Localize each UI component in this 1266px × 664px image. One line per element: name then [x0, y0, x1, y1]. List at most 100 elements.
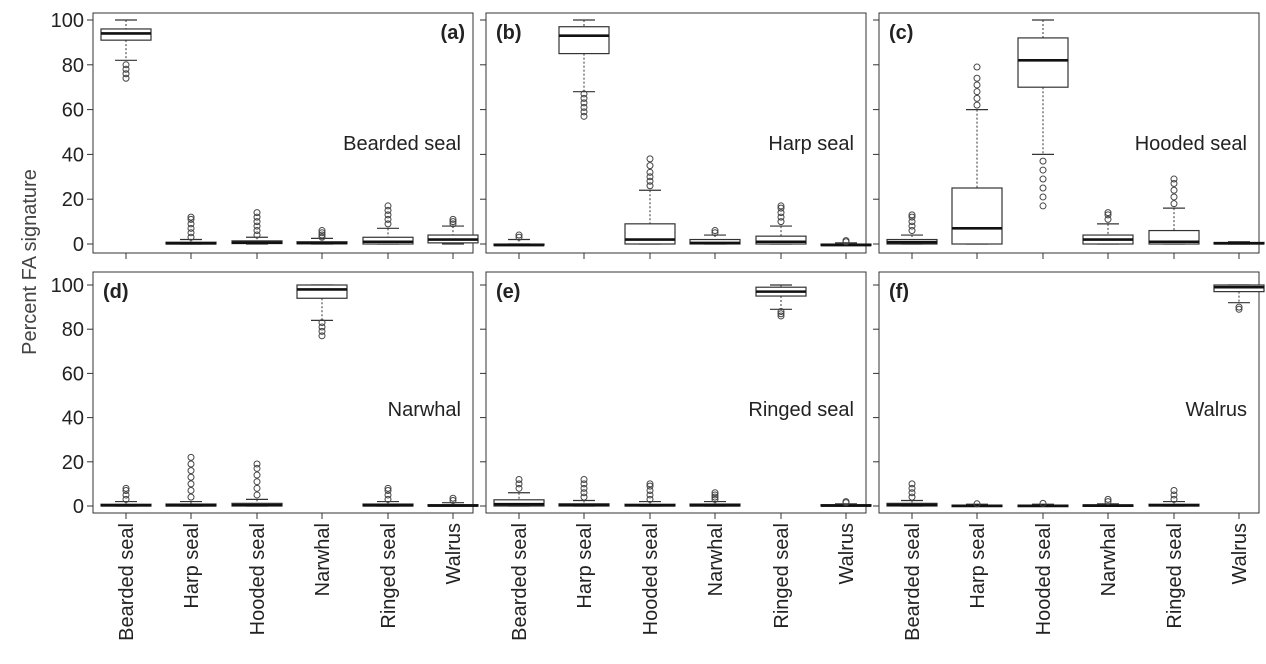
panel-c: (c) Hooded seal	[873, 12, 1265, 259]
box-narwhal	[689, 227, 741, 245]
outlier-point	[384, 491, 392, 499]
outlier-point	[646, 491, 654, 499]
panel-letter: (a)	[441, 22, 465, 44]
outlier-point	[318, 231, 326, 239]
outlier-point	[777, 310, 785, 318]
outlier-point	[973, 81, 981, 89]
box-harp-seal	[951, 63, 1003, 245]
box-walrus	[820, 498, 872, 507]
outlier-point	[1170, 193, 1178, 201]
outlier-point	[1104, 495, 1112, 503]
outlier-point	[908, 480, 916, 488]
iqr-box	[558, 26, 610, 55]
y-tick-label: 100	[51, 275, 84, 297]
outlier-point	[449, 215, 457, 223]
box-harp-seal	[558, 475, 610, 507]
outlier-point	[711, 495, 719, 503]
x-tick-label: Harp seal	[181, 523, 203, 609]
x-tick-label: Bearded seal	[902, 523, 924, 641]
outlier-point	[842, 237, 850, 245]
box-ringed-seal	[755, 284, 807, 320]
outlier-point	[1039, 499, 1047, 507]
box-narwhal	[1082, 495, 1134, 507]
panel-title: Bearded seal	[343, 133, 461, 155]
outlier-point	[384, 495, 392, 503]
outlier-point	[973, 94, 981, 102]
outlier-point	[384, 220, 392, 228]
outlier-point	[515, 233, 523, 241]
box-harp-seal	[165, 453, 217, 507]
y-tick-label: 20	[62, 452, 84, 474]
outlier-point	[646, 162, 654, 170]
outlier-point	[777, 209, 785, 217]
x-tick-label: Hooded seal	[1033, 523, 1055, 635]
panel-frame	[92, 271, 474, 514]
outlier-point	[777, 204, 785, 212]
outlier-point	[1039, 175, 1047, 183]
iqr-box	[1017, 37, 1069, 88]
outlier-point	[1170, 491, 1178, 499]
x-tick-label: Ringed seal	[771, 523, 793, 629]
panel-letter: (c)	[889, 22, 913, 44]
iqr-box	[296, 284, 348, 299]
outlier-point	[384, 484, 392, 492]
outlier-point	[777, 312, 785, 320]
outlier-point	[711, 491, 719, 499]
box-narwhal	[296, 284, 348, 340]
outlier-point	[1104, 209, 1112, 217]
outlier-point	[1170, 186, 1178, 194]
outlier-point	[253, 209, 261, 217]
box-hooded-seal	[1017, 499, 1069, 508]
outlier-point	[646, 480, 654, 488]
outlier-point	[1104, 498, 1112, 506]
panel-title: Harp seal	[768, 133, 854, 155]
x-tick-label: Walrus	[1229, 523, 1251, 584]
y-tick-label: 80	[62, 55, 84, 77]
outlier-point	[384, 202, 392, 210]
outlier-point	[908, 227, 916, 235]
y-tick-label: 40	[62, 408, 84, 430]
outlier-point	[908, 489, 916, 497]
outlier-point	[318, 319, 326, 327]
panel-letter: (b)	[496, 22, 522, 44]
y-tick-label: 20	[62, 189, 84, 211]
x-tick-label: Bearded seal	[116, 523, 138, 641]
outlier-point	[1039, 166, 1047, 174]
box-bearded-seal	[886, 480, 938, 507]
outlier-point	[646, 177, 654, 185]
outlier-point	[253, 471, 261, 479]
y-tick-label: 0	[73, 234, 84, 256]
outlier-point	[187, 467, 195, 475]
outlier-point	[253, 484, 261, 492]
box-bearded-seal	[886, 211, 938, 245]
outlier-point	[580, 112, 588, 120]
panel-title: Ringed seal	[748, 399, 854, 421]
outlier-point	[253, 491, 261, 499]
outlier-point	[318, 227, 326, 235]
outlier-point	[580, 103, 588, 111]
outlier-point	[187, 233, 195, 241]
outlier-point	[187, 493, 195, 501]
panel-letter: (e)	[496, 281, 520, 303]
outlier-point	[187, 453, 195, 461]
box-hooded-seal	[624, 480, 676, 507]
box-harp-seal	[558, 19, 610, 120]
outlier-point	[187, 473, 195, 481]
outlier-point	[1039, 193, 1047, 201]
box-harp-seal	[951, 500, 1003, 508]
panel-f: Bearded seal Harp seal Hooded seal Narwhal R…	[873, 271, 1265, 641]
outlier-point	[449, 496, 457, 504]
outlier-point	[973, 74, 981, 82]
panel-e: Bearded seal Harp seal Hooded seal Narwhal R…	[480, 271, 872, 641]
outlier-point	[711, 493, 719, 501]
outlier-point	[908, 211, 916, 219]
y-tick-label: 60	[62, 100, 84, 122]
outlier-point	[122, 495, 130, 503]
panel-b: (b) Harp seal	[480, 12, 872, 259]
outlier-point	[973, 101, 981, 109]
iqr-box	[493, 499, 545, 507]
outlier-point	[187, 487, 195, 495]
panel-frame	[92, 12, 474, 254]
box-ringed-seal	[1148, 175, 1200, 245]
outlier-point	[318, 332, 326, 340]
